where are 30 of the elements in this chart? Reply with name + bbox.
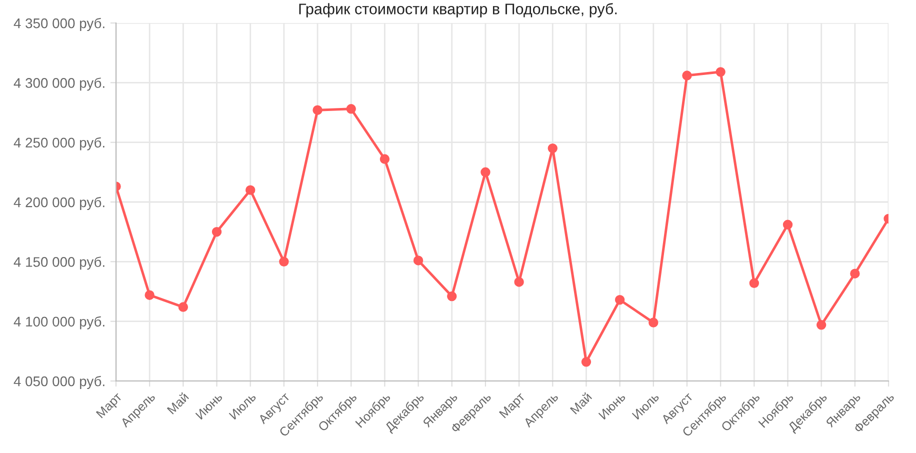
y-tick-label: 4 150 000 руб. <box>14 256 104 270</box>
point <box>144 290 154 300</box>
point <box>548 143 558 154</box>
y-tick-label: 4 200 000 руб. <box>14 196 104 210</box>
point <box>245 185 256 195</box>
point <box>581 357 592 367</box>
point <box>346 104 356 114</box>
point <box>648 318 658 328</box>
point <box>480 167 490 178</box>
point <box>749 278 760 288</box>
y-tick-label: 4 300 000 руб. <box>14 78 104 91</box>
point <box>312 105 322 115</box>
point <box>850 268 860 278</box>
chart-title: График стоимости квартир в Подольске, руб. <box>299 3 617 18</box>
point <box>212 226 222 237</box>
point <box>380 154 390 164</box>
y-tick-label: 4 050 000 руб. <box>14 376 104 389</box>
point <box>614 294 625 305</box>
y-tick-label: 4 100 000 руб. <box>14 316 104 330</box>
point <box>279 256 289 267</box>
point <box>514 277 524 287</box>
point <box>178 302 188 312</box>
point <box>716 67 726 77</box>
point <box>447 291 457 302</box>
y-tick-label: 4 350 000 руб. <box>14 18 104 31</box>
y-tick-label: 4 250 000 руб. <box>14 137 104 150</box>
point <box>682 70 692 80</box>
point <box>413 256 424 266</box>
point <box>816 320 826 330</box>
point <box>782 220 793 230</box>
